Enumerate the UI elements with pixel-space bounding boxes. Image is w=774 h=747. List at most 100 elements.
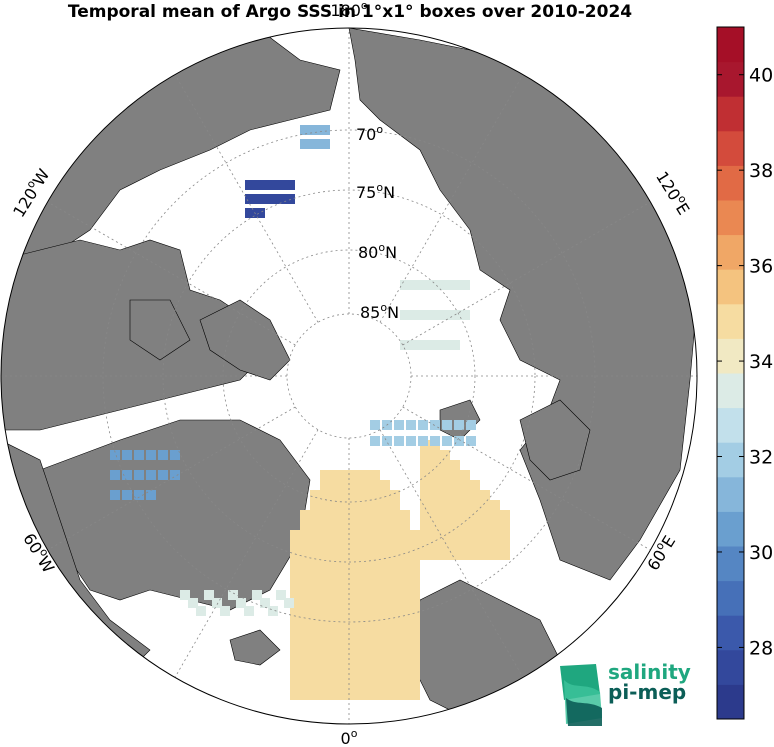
salinity-box (290, 650, 300, 660)
salinity-box (400, 680, 410, 690)
salinity-box (450, 540, 460, 550)
salinity-box (255, 180, 265, 190)
salinity-box (370, 680, 380, 690)
salinity-box (460, 310, 470, 320)
salinity-box (440, 310, 450, 320)
salinity-box (320, 540, 330, 550)
salinity-box (340, 510, 350, 520)
graticule (1, 28, 697, 724)
salinity-box (360, 530, 370, 540)
salinity-box (370, 600, 380, 610)
salinity-box (350, 630, 360, 640)
salinity-box (410, 570, 420, 580)
salinity-box (360, 550, 370, 560)
salinity-box (420, 340, 430, 350)
salinity-box (300, 139, 310, 149)
salinity-box (410, 630, 420, 640)
salinity-box (320, 125, 330, 135)
salinity-box (360, 660, 370, 670)
salinity-box (350, 510, 360, 520)
salinity-box (430, 280, 440, 290)
salinity-box (390, 510, 400, 520)
salinity-box (380, 480, 390, 490)
salinity-box (370, 570, 380, 580)
salinity-box (265, 180, 275, 190)
salinity-box (430, 480, 440, 490)
salinity-box (260, 598, 270, 608)
salinity-box (450, 280, 460, 290)
salinity-box (380, 560, 390, 570)
salinity-box (300, 660, 310, 670)
salinity-box (490, 520, 500, 530)
salinity-box (110, 470, 120, 480)
salinity-box (410, 620, 420, 630)
salinity-box (420, 450, 430, 460)
salinity-box (300, 630, 310, 640)
salinity-box (390, 520, 400, 530)
salinity-box (440, 520, 450, 530)
salinity-box (430, 310, 440, 320)
salinity-box (290, 530, 300, 540)
salinity-box (480, 520, 490, 530)
salinity-box (442, 436, 452, 446)
salinity-box (420, 500, 430, 510)
salinity-box (244, 606, 254, 616)
salinity-box (245, 180, 255, 190)
salinity-box (360, 560, 370, 570)
land-mass (39, 419, 311, 611)
salinity-box (490, 550, 500, 560)
salinity-box (370, 590, 380, 600)
salinity-box (400, 690, 410, 700)
salinity-box (350, 540, 360, 550)
salinity-box (442, 420, 452, 430)
salinity-box (330, 590, 340, 600)
salinity-box (390, 560, 400, 570)
salinity-box (330, 610, 340, 620)
salinity-box (430, 490, 440, 500)
salinity-box (390, 690, 400, 700)
salinity-box (394, 420, 404, 430)
colorbar-tick-label: 28 (749, 637, 773, 659)
salinity-box (340, 650, 350, 660)
salinity-box (360, 620, 370, 630)
salinity-box (480, 540, 490, 550)
latitude-circle (102, 129, 596, 623)
land-mass (129, 299, 191, 361)
salinity-box (350, 660, 360, 670)
colorbar-segment (717, 373, 744, 409)
salinity-box (300, 560, 310, 570)
salinity-box (196, 606, 206, 616)
salinity-box (350, 570, 360, 580)
salinity-box (394, 436, 404, 446)
salinity-box (320, 530, 330, 540)
salinity-box (470, 510, 480, 520)
salinity-box (275, 180, 285, 190)
salinity-box (290, 590, 300, 600)
salinity-box (320, 620, 330, 630)
salinity-box (380, 570, 390, 580)
salinity-box (382, 436, 392, 446)
salinity-box (284, 598, 294, 608)
salinity-box (450, 490, 460, 500)
salinity-box (290, 660, 300, 670)
salinity-box (410, 310, 420, 320)
salinity-box (410, 670, 420, 680)
salinity-box (454, 436, 464, 446)
salinity-box (420, 490, 430, 500)
salinity-box (330, 550, 340, 560)
salinity-box (500, 540, 510, 550)
salinity-box (360, 570, 370, 580)
salinity-box (370, 530, 380, 540)
salinity-box (360, 520, 370, 530)
salinity-box (290, 630, 300, 640)
salinity-box (350, 550, 360, 560)
salinity-box (406, 436, 416, 446)
salinity-box (460, 280, 470, 290)
colorbar-segment (717, 511, 744, 547)
salinity-box (350, 610, 360, 620)
salinity-box (290, 680, 300, 690)
salinity-box (290, 580, 300, 590)
salinity-box (320, 560, 330, 570)
salinity-box (420, 480, 430, 490)
salinity-box (430, 436, 440, 446)
